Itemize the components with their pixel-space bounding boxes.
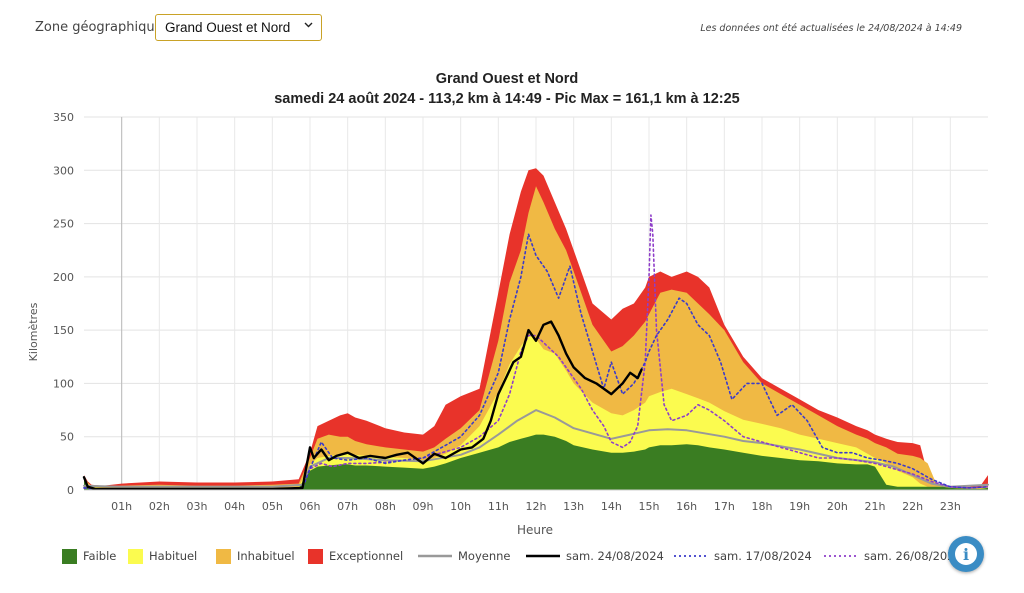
- info-icon: i: [955, 543, 977, 565]
- legend-label: Inhabituel: [237, 549, 295, 563]
- x-tick-label: 12h: [526, 500, 547, 513]
- lines: [82, 214, 989, 491]
- info-button[interactable]: i: [948, 536, 984, 572]
- x-tick-label: 16h: [676, 500, 697, 513]
- zone-select[interactable]: Grand Ouest et Nord: [155, 14, 322, 41]
- x-tick-label: 10h: [450, 500, 471, 513]
- legend-label: sam. 17/08/2024: [714, 549, 812, 563]
- x-tick-label: 20h: [827, 500, 848, 513]
- zone-select-value: Grand Ouest et Nord: [165, 20, 291, 35]
- x-tick-label: 19h: [789, 500, 810, 513]
- y-tick-label: 300: [53, 164, 74, 177]
- x-tick-label: 03h: [187, 500, 208, 513]
- legend-label: Faible: [83, 549, 116, 563]
- legend: Faible Habituel Inhabituel Exceptionnel Moye…: [62, 549, 962, 564]
- x-tick-label: 23h: [940, 500, 961, 513]
- x-tick-label: 11h: [488, 500, 509, 513]
- x-tick-label: 15h: [639, 500, 660, 513]
- y-tick-label: 350: [53, 111, 74, 124]
- legend-item[interactable]: sam. 17/08/2024: [674, 549, 812, 563]
- band-faible: [84, 434, 988, 490]
- x-tick-label: 08h: [375, 500, 396, 513]
- y-axis-label: Kilomètres: [27, 302, 40, 361]
- x-tick-label: 21h: [865, 500, 886, 513]
- axes: 0 50 100 150 200 250 300 350 01h 02h 03h 04h 05h 06h 0…: [53, 111, 988, 513]
- x-tick-label: 13h: [563, 500, 584, 513]
- zone-label: Zone géographique :: [35, 20, 172, 35]
- x-tick-label: 04h: [224, 500, 245, 513]
- x-tick-label: 14h: [601, 500, 622, 513]
- x-tick-label: 18h: [752, 500, 773, 513]
- chart-title: Grand Ouest et Nord: [436, 71, 579, 87]
- legend-item[interactable]: sam. 24/08/2024: [526, 549, 664, 563]
- x-tick-label: 01h: [111, 500, 132, 513]
- y-tick-label: 150: [53, 324, 74, 337]
- legend-item[interactable]: Moyenne: [418, 549, 511, 563]
- legend-swatch: [128, 549, 143, 564]
- legend-item[interactable]: Inhabituel: [216, 549, 295, 564]
- x-axis-label: Heure: [517, 523, 553, 537]
- x-tick-label: 17h: [714, 500, 735, 513]
- legend-item[interactable]: Habituel: [128, 549, 197, 564]
- legend-swatch: [216, 549, 231, 564]
- chart-subtitle: samedi 24 août 2024 - 113,2 km à 14:49 -…: [274, 91, 740, 107]
- legend-label: sam. 24/08/2024: [566, 549, 664, 563]
- chevron-down-icon: [303, 19, 314, 33]
- legend-item[interactable]: Faible: [62, 549, 116, 564]
- y-tick-label: 250: [53, 218, 74, 231]
- updated-note: Les données ont été actualisées le 24/08…: [700, 23, 962, 34]
- legend-swatch: [62, 549, 77, 564]
- legend-swatch: [308, 549, 323, 564]
- x-tick-label: 09h: [413, 500, 434, 513]
- x-tick-label: 05h: [262, 500, 283, 513]
- y-tick-label: 100: [53, 377, 74, 390]
- line-today: [82, 320, 643, 491]
- legend-label: Moyenne: [458, 549, 511, 563]
- x-tick-label: 07h: [337, 500, 358, 513]
- y-tick-label: 50: [60, 431, 74, 444]
- legend-label: Exceptionnel: [329, 549, 403, 563]
- x-tick-label: 22h: [902, 500, 923, 513]
- legend-label: Habituel: [149, 549, 197, 563]
- y-tick-label: 0: [67, 484, 74, 497]
- band-habituel: [84, 335, 988, 490]
- x-tick-label: 02h: [149, 500, 170, 513]
- y-tick-label: 200: [53, 271, 74, 284]
- x-tick-label: 06h: [300, 500, 321, 513]
- topbar: Zone géographique : Grand Ouest et Nord …: [0, 0, 1024, 50]
- chart: Grand Ouest et Nord samedi 24 août 2024 …: [27, 71, 989, 564]
- bands: [84, 168, 988, 491]
- line-last-year: [83, 214, 989, 490]
- legend-item[interactable]: Exceptionnel: [308, 549, 403, 564]
- legend-label: sam. 26/08/2023: [864, 549, 962, 563]
- legend-item[interactable]: sam. 26/08/2023: [824, 549, 962, 563]
